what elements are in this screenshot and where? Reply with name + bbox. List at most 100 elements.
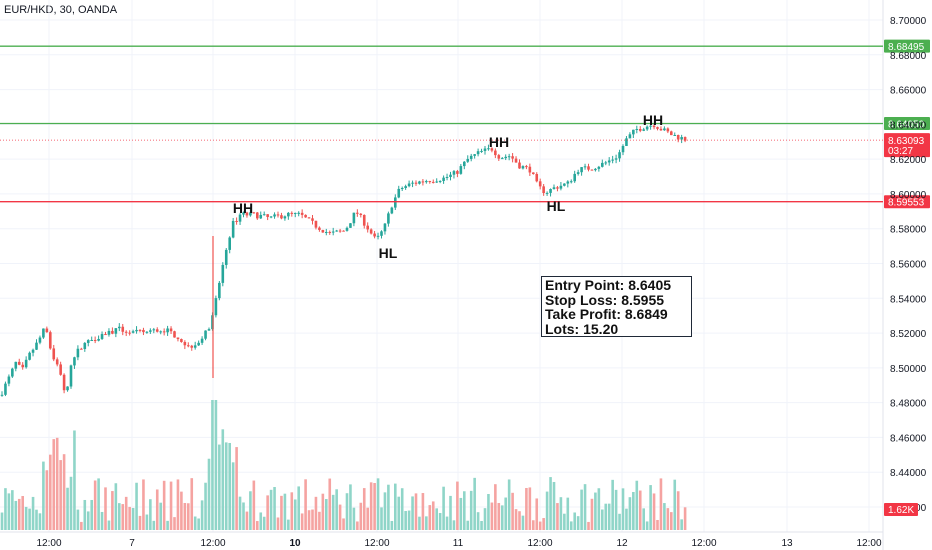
volume-bar <box>311 509 314 530</box>
volume-bar <box>611 479 614 530</box>
volume-bar <box>293 499 297 530</box>
volume-bar <box>242 502 245 530</box>
candle-body <box>621 145 625 153</box>
candle-body <box>428 181 432 183</box>
volume-bar <box>124 496 128 530</box>
volume-bar <box>556 503 559 530</box>
volume-bar <box>69 476 73 530</box>
y-tick-label: 8.50000 <box>890 364 927 375</box>
volume-bar <box>21 496 24 530</box>
candle-body <box>155 329 159 332</box>
candle-body <box>525 166 528 168</box>
candle-body <box>521 166 525 169</box>
pattern-annotation: HH <box>489 134 509 150</box>
candle-body <box>187 345 190 347</box>
volume-bar <box>390 520 394 530</box>
volume-bar <box>166 520 169 530</box>
candle-body <box>545 192 549 194</box>
y-tick-label: 8.68000 <box>890 51 927 62</box>
volume-bar <box>583 484 587 530</box>
volume-bar <box>480 520 483 530</box>
candle-body <box>256 212 259 219</box>
candle-body <box>376 235 380 237</box>
candle-body <box>128 332 131 334</box>
candle-body <box>249 212 252 216</box>
candle-body <box>90 340 93 342</box>
volume-bar <box>83 499 87 530</box>
volume-bar <box>373 482 376 530</box>
y-tick-label: 8.46000 <box>890 433 927 444</box>
volume-bar <box>224 442 228 530</box>
candle-body <box>659 128 663 131</box>
candle-body <box>538 181 542 187</box>
volume-bar <box>62 454 66 530</box>
candle-body <box>97 338 100 341</box>
volume-bar <box>383 492 387 530</box>
candle-body <box>387 213 390 224</box>
candle-body <box>7 376 11 384</box>
candle-body <box>590 169 594 171</box>
volume-bar <box>28 508 31 530</box>
candle-body <box>549 189 552 193</box>
volume-bar <box>183 502 187 530</box>
candle-body <box>666 128 670 132</box>
volume-bar <box>152 520 156 530</box>
candle-body <box>487 148 490 150</box>
volume-bar <box>211 400 214 530</box>
volume-bar <box>487 493 490 530</box>
candle-body <box>59 364 62 375</box>
volume-bar <box>24 506 28 530</box>
volume-bar <box>618 513 621 530</box>
volume-bar <box>452 520 456 530</box>
volume-bar <box>369 482 373 530</box>
volume-bar <box>245 511 249 530</box>
candle-body <box>614 158 618 160</box>
volume-label-bg <box>884 503 918 516</box>
volume-bar <box>590 498 594 530</box>
volume-bar <box>504 497 507 530</box>
volume-bar <box>142 479 145 530</box>
volume-bar <box>404 510 407 530</box>
volume-bar <box>176 479 180 530</box>
candle-body <box>528 166 532 173</box>
volume-bar <box>290 492 294 530</box>
candle-body <box>414 182 418 184</box>
candle-body <box>597 166 601 169</box>
volume-bar <box>173 517 176 530</box>
volume-bar <box>514 509 518 530</box>
volume-bar <box>552 481 556 530</box>
candle-body <box>535 173 539 182</box>
candle-body <box>300 212 304 215</box>
candle-body <box>135 329 138 332</box>
candle-body <box>173 331 176 338</box>
candle-body <box>162 331 166 333</box>
volume-bar <box>162 480 166 530</box>
volume-bar <box>52 439 56 530</box>
candle-body <box>463 161 466 167</box>
candle-body <box>283 216 287 219</box>
last-price-bg <box>884 133 930 158</box>
candle-body <box>556 187 559 189</box>
candle-body <box>511 156 514 159</box>
volume-bar <box>266 495 269 530</box>
candle-body <box>28 352 31 360</box>
volume-bar <box>511 492 514 530</box>
candle-body <box>69 365 73 387</box>
candle-body <box>269 216 273 218</box>
volume-bar <box>114 483 118 530</box>
volume-bar <box>76 509 80 530</box>
candle-body <box>397 188 401 198</box>
candle-body <box>663 128 666 131</box>
level-label: 8.68495 <box>888 42 925 53</box>
candle-body <box>318 227 321 230</box>
candle-body <box>676 135 680 140</box>
candle-body <box>459 166 463 174</box>
volume-bar <box>111 491 114 530</box>
volume-bar <box>535 498 539 530</box>
candle-body <box>307 217 311 219</box>
candle-body <box>152 329 156 331</box>
volume-bar <box>594 492 597 530</box>
volume-bar <box>518 511 521 530</box>
volume-bar <box>438 513 442 530</box>
